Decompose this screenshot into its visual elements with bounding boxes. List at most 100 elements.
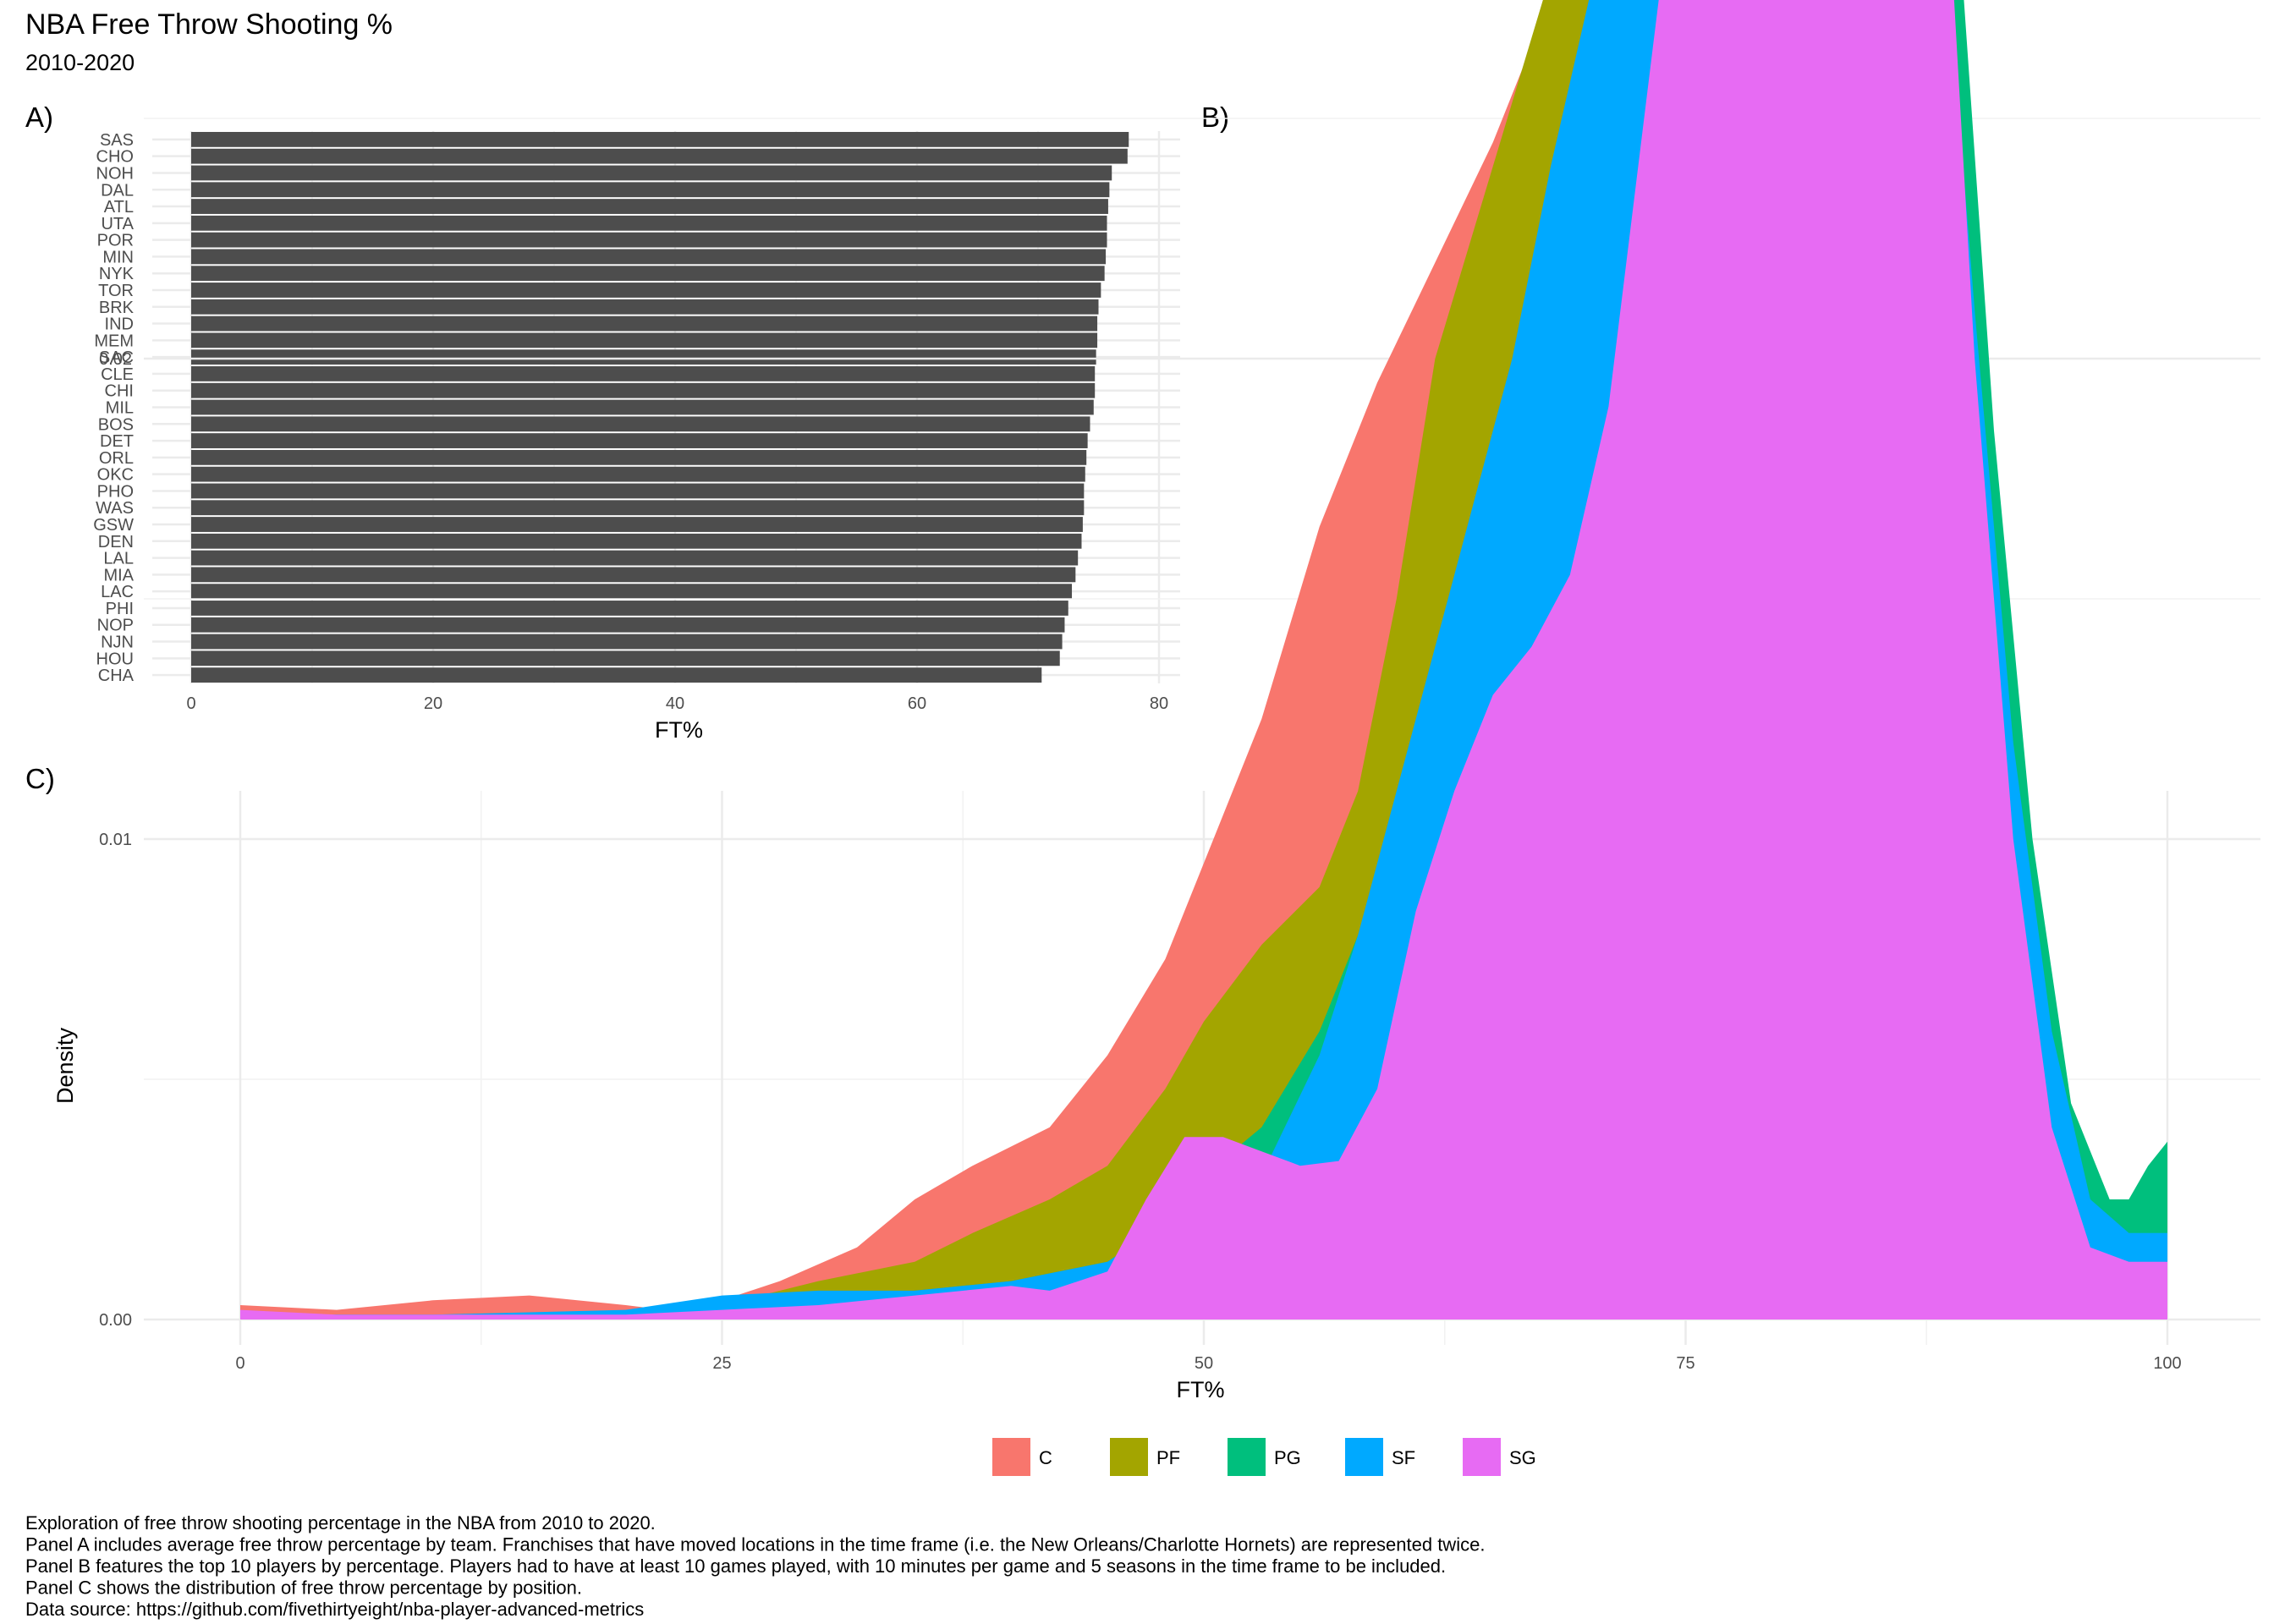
panel-c-density-chart: C)02550751000.000.010.020.030.040.05FT%D… [25,0,2260,1402]
bar-nop [191,617,1065,633]
team-label: ATL [104,198,134,217]
team-label: CHO [96,148,134,167]
bar-cho [191,148,1128,164]
legend-swatch-pf [1110,1438,1148,1476]
team-label: SAC [99,348,134,367]
legend-swatch-pg [1228,1438,1266,1476]
caption-line: Exploration of free throw shooting perce… [25,1512,656,1533]
team-label: DAL [101,181,134,200]
bar-pho [191,483,1085,499]
team-label: GSW [93,516,134,535]
bar-noh [191,165,1112,181]
team-label: OKC [97,466,134,485]
legend-label-pf: PF [1156,1447,1180,1468]
legend-swatch-c [992,1438,1030,1476]
bar-brk [191,299,1099,315]
bar-atl [191,199,1108,214]
x-tick-label: 25 [712,1354,731,1373]
legend-label-pg: PG [1274,1447,1301,1468]
team-label: NYK [99,265,135,283]
team-label: HOU [96,650,134,668]
density-area-sg [240,0,2167,1320]
caption-line: Panel B features the top 10 players by p… [25,1555,1446,1577]
bar-por [191,232,1107,248]
x-tick-label: 50 [1195,1354,1213,1373]
y-tick-label: 0.01 [99,831,132,849]
figure-title: NBA Free Throw Shooting % [25,8,393,41]
panel-c-x-axis-title: FT% [1177,1377,1225,1402]
team-label: DET [100,432,134,451]
team-label: CHA [98,667,135,685]
panel-a-x-axis-title: FT% [655,717,703,743]
bar-gsw [191,517,1083,532]
caption-line: Panel C shows the distribution of free t… [25,1577,582,1599]
bar-mia [191,567,1076,583]
panel-a-team-bar-chart: A) SASCHONOHDALATLUTAPORMINNYKTORBRKINDME… [25,102,1180,743]
y-tick-label: 0.00 [99,1311,132,1330]
panel-c-y-axis-title: Density [52,1027,78,1104]
team-label: CHI [105,382,134,401]
bar-mil [191,399,1094,415]
bar-min [191,249,1107,265]
bar-was [191,500,1085,516]
team-label: MEM [94,332,134,350]
team-label: MIN [102,248,134,266]
team-label: ORL [99,449,134,468]
team-label: PHI [106,600,134,618]
bar-ind [191,315,1098,332]
legend-label-sg: SG [1509,1447,1536,1468]
bar-mem [191,332,1098,348]
team-label: BOS [98,415,134,434]
bar-okc [191,466,1085,482]
team-label: DEN [98,533,134,551]
team-label: IND [105,315,134,334]
bar-lac [191,584,1073,600]
bar-njn [191,634,1063,650]
legend-label-sf: SF [1392,1447,1415,1468]
bar-uta [191,215,1107,231]
team-label: MIL [106,399,134,418]
legend-label-c: C [1039,1447,1052,1468]
bar-nyk [191,266,1105,282]
team-label: NOP [97,617,134,635]
team-label: NOH [96,164,134,183]
bar-chi [191,382,1096,398]
caption-line: Panel A includes average free throw perc… [25,1534,1485,1555]
team-label: PHO [97,482,134,501]
bar-sac [191,349,1096,365]
bar-lal [191,550,1079,566]
x-tick-label: 20 [424,694,442,713]
x-tick-label: 60 [908,694,926,713]
bar-den [191,533,1082,549]
bar-bos [191,416,1090,432]
team-label: POR [97,232,134,250]
x-tick-label: 100 [2153,1354,2181,1373]
bar-det [191,433,1088,448]
bar-sas [191,131,1129,147]
bar-cha [191,667,1042,683]
panel-a-tag: A) [25,102,53,133]
caption-line: Data source: https://github.com/fivethir… [25,1599,644,1620]
bar-phi [191,601,1068,616]
panel-b-tag: B) [1201,102,1229,133]
figure-subtitle: 2010-2020 [25,50,135,75]
bar-tor [191,283,1101,298]
panel-c-tag: C) [25,763,55,794]
x-tick-label: 75 [1676,1354,1695,1373]
team-label: SAS [100,131,134,150]
x-tick-label: 40 [666,694,684,713]
y-tick-label: 0.02 [99,350,132,369]
legend-swatch-sf [1345,1438,1383,1476]
team-label: CLE [101,365,134,384]
team-label: LAL [103,550,134,568]
legend-swatch-sg [1463,1438,1501,1476]
x-tick-label: 0 [235,1354,244,1373]
bar-hou [191,650,1060,667]
team-label: MIA [103,566,134,584]
team-label: TOR [98,282,134,300]
x-tick-label: 80 [1150,694,1168,713]
team-label: WAS [96,499,134,518]
bar-cle [191,366,1096,381]
